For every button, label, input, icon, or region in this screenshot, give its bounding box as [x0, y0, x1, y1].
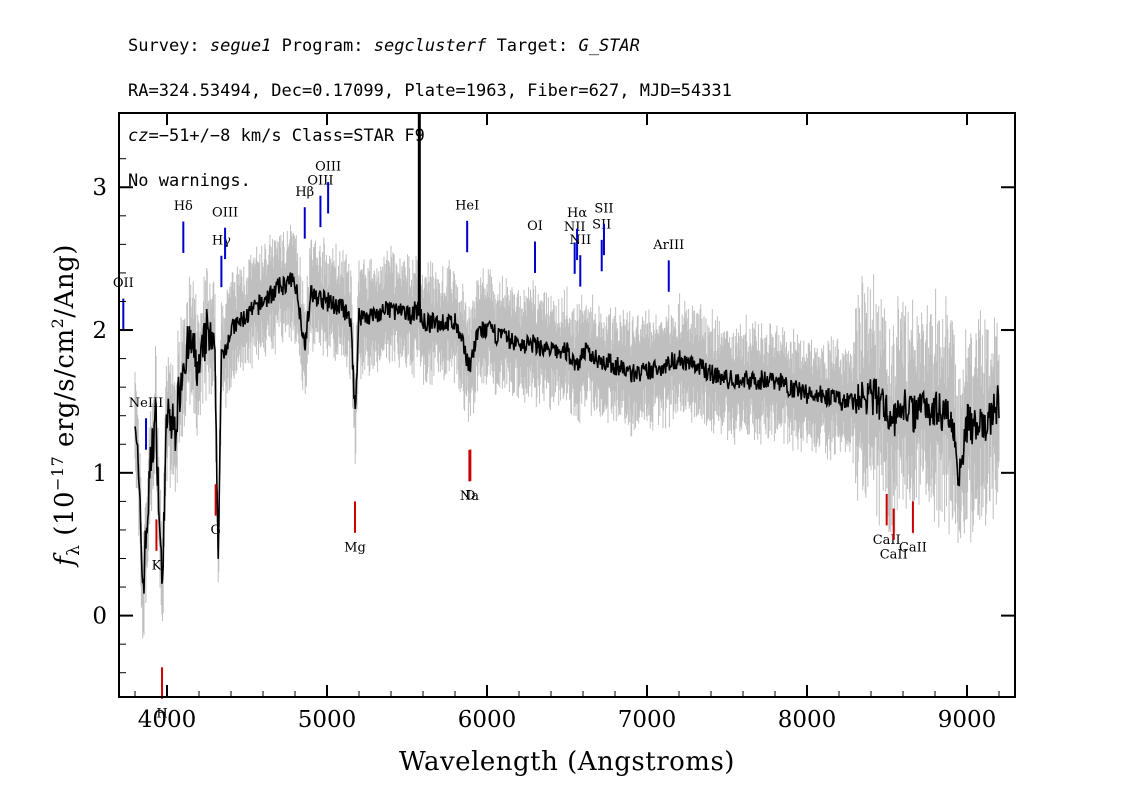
header-line-2: RA=324.53494, Dec=0.17099, Plate=1963, F… — [128, 80, 732, 101]
noise-band-path — [134, 224, 1000, 639]
noise-band — [134, 224, 1000, 639]
y-tick-label: 3 — [92, 175, 107, 201]
y-tick-label: 1 — [92, 461, 107, 487]
absorption-label: G — [210, 523, 220, 538]
plot-frame — [118, 112, 1016, 698]
x-tick-label: 6000 — [458, 707, 517, 733]
emission-label: Hα — [567, 206, 587, 221]
absorption-label: Mg — [344, 540, 366, 555]
emission-label: SII — [592, 217, 611, 232]
emission-label: NeIII — [129, 396, 163, 411]
absorption-label: K — [152, 558, 162, 573]
cz-label: cz — [128, 125, 149, 146]
absorption-label: Na — [460, 489, 479, 504]
absorption-label: CaII — [873, 533, 901, 548]
emission-label: NII — [564, 220, 586, 235]
y-tick-label: 0 — [92, 604, 107, 630]
emission-label: OII — [113, 276, 134, 291]
emission-label: SII — [594, 201, 613, 216]
axis-ticks: 4000 5000 6000 7000 8000 9000 0 1 2 3 — [92, 113, 1015, 733]
emission-label: Hδ — [174, 199, 193, 214]
absorption-label: CaII — [880, 547, 908, 562]
cz-class: km/s Class=STAR F9 — [240, 125, 425, 146]
emission-label: OI — [527, 219, 543, 234]
target-label: Target: — [496, 35, 569, 56]
absorption-label: D — [465, 489, 475, 504]
absorption-label: H — [156, 706, 167, 721]
spectrum-header: Survey: segue1 Program: segclusterf Targ… — [128, 12, 732, 215]
emission-label: NII — [569, 233, 591, 248]
emission-label: HeI — [455, 198, 479, 213]
emission-label: Hγ — [212, 233, 231, 248]
survey-label: Survey: — [128, 35, 200, 56]
x-tick-label: 7000 — [618, 707, 677, 733]
header-line-4: No warnings. — [128, 170, 251, 191]
emission-label: ArIII — [652, 238, 684, 253]
emission-label: Hβ — [295, 185, 314, 200]
cz-value: =−51+/−8 — [148, 125, 231, 146]
survey-value: segue1 — [209, 35, 272, 56]
target-value: G_STAR — [578, 35, 640, 56]
emission-label: OIII — [307, 173, 333, 188]
spectrum-line — [134, 272, 1000, 594]
absorption-label: CaII — [899, 540, 927, 555]
y-tick-label: 2 — [92, 318, 107, 344]
x-tick-label: 9000 — [938, 707, 997, 733]
header-line-1: Survey: segue1 Program: segclusterf Targ… — [128, 35, 732, 58]
x-tick-label: 4000 — [138, 707, 197, 733]
x-tick-label: 5000 — [298, 707, 357, 733]
x-axis-label: Wavelength (Angstroms) — [399, 747, 735, 777]
y-axis-label: fλ (10−17 erg/s/cm2/Ang) — [48, 244, 84, 568]
program-label: Program: — [281, 35, 364, 56]
header-line-3: cz=−51+/−8 km/s Class=STAR F9 — [128, 125, 732, 148]
program-value: segclusterf — [373, 35, 487, 56]
emission-label: OIII — [315, 160, 341, 175]
emission-label: OIII — [212, 205, 238, 220]
x-tick-label: 8000 — [778, 707, 837, 733]
spectrum-series — [134, 113, 1000, 594]
